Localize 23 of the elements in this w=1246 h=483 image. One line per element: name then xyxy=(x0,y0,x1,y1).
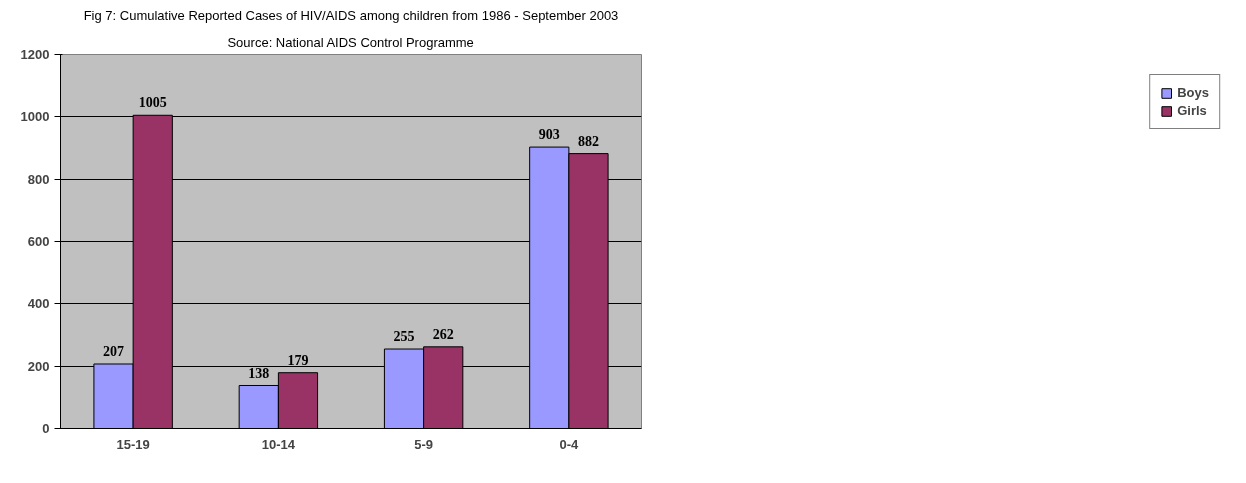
y-tick-label: 1200 xyxy=(20,47,50,62)
y-tick-label: 400 xyxy=(27,296,50,312)
y-tick-label: 600 xyxy=(27,234,50,249)
y-tick-label: 1000 xyxy=(20,109,50,125)
y-tick-label: 0 xyxy=(42,421,50,436)
x-tick-label: 15-19 xyxy=(116,436,150,452)
x-tick-label: 0-4 xyxy=(559,436,580,452)
data-label: 903 xyxy=(538,127,560,143)
chart-subtitle: Source: National AIDS Control Programme xyxy=(227,34,474,50)
x-tick-label: 5-9 xyxy=(414,436,434,452)
legend-label: Girls xyxy=(1177,103,1207,118)
data-label: 882 xyxy=(577,133,599,149)
data-label: 255 xyxy=(393,329,415,345)
data-label: 1005 xyxy=(138,95,167,111)
y-tick-label: 800 xyxy=(27,171,50,187)
data-label: 138 xyxy=(248,365,270,381)
y-tick-label: 200 xyxy=(27,358,50,374)
data-label: 179 xyxy=(287,352,309,368)
chart-title: Fig 7: Cumulative Reported Cases of HIV/AIDS among children from 1986 - September 2003 xyxy=(83,7,619,23)
data-label: 262 xyxy=(432,327,454,343)
legend-label: Boys xyxy=(1177,85,1209,100)
x-tick-label: 10-14 xyxy=(261,436,296,452)
data-label: 207 xyxy=(103,344,125,360)
